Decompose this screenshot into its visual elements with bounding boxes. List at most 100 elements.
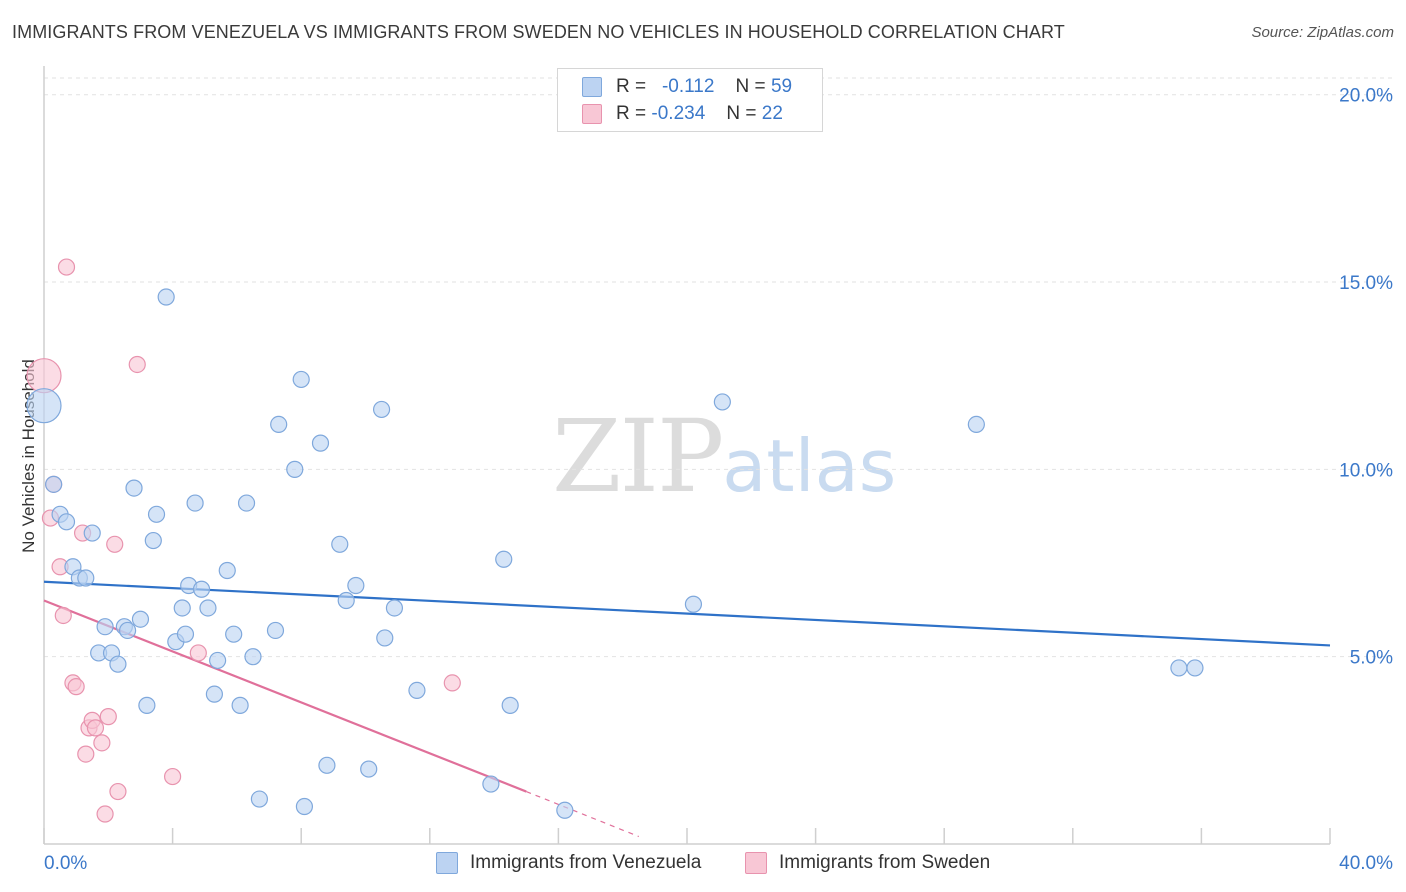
venezuela-point: [192, 580, 211, 598]
venezuela-point: [77, 569, 95, 587]
venezuela-point: [125, 479, 143, 497]
venezuela-point: [347, 576, 365, 595]
sweden-r-label: R =: [616, 103, 647, 124]
y-tick-labels: 5.0% 10.0% 15.0% 20.0%: [1339, 86, 1393, 669]
sweden-n-value: 22: [761, 103, 783, 124]
sweden-point: [106, 535, 124, 553]
sweden-point: [57, 258, 76, 276]
legend-item-venezuela[interactable]: Immigrants from Venezuela: [436, 852, 701, 874]
venezuela-point: [292, 370, 310, 389]
venezuela-point: [96, 618, 114, 636]
venezuela-point: [286, 460, 304, 478]
venezuela-n-label: N =: [735, 76, 766, 97]
venezuela-point: [131, 610, 150, 628]
y-tick-label: 15.0%: [1339, 273, 1393, 294]
venezuela-point: [1186, 659, 1204, 677]
legend-label-venezuela: Immigrants from Venezuela: [470, 852, 702, 873]
venezuela-point: [186, 494, 204, 512]
venezuela-point: [1170, 659, 1188, 677]
venezuela-point: [495, 550, 513, 568]
sweden-point: [77, 745, 95, 763]
venezuela-point: [144, 531, 162, 550]
venezuela-point: [138, 696, 156, 714]
venezuela-point: [501, 696, 519, 714]
venezuela-point: [372, 400, 391, 419]
venezuela-legend-swatch: [436, 852, 458, 874]
venezuela-point: [337, 591, 355, 610]
sweden-trend-extension: [526, 790, 639, 838]
venezuela-r-value: -0.112: [661, 76, 715, 97]
watermark-atlas: atlas: [722, 424, 897, 508]
venezuela-point: [237, 494, 256, 512]
data-points: [26, 258, 1204, 823]
venezuela-point: [713, 393, 731, 411]
series-legend: Immigrants from Venezuela Immigrants fro…: [0, 852, 1406, 878]
venezuela-point: [57, 513, 76, 531]
sweden-point: [443, 674, 461, 692]
venezuela-point: [408, 681, 426, 700]
x-tick-label-max: 40.0%: [1339, 853, 1393, 874]
y-tick-label: 10.0%: [1339, 460, 1393, 481]
venezuela-point: [109, 655, 127, 673]
venezuela-n-value: 59: [770, 76, 793, 97]
venezuela-point: [266, 621, 285, 640]
axis-layer: [43, 66, 1331, 845]
venezuela-point: [147, 505, 166, 523]
x-tick-labels: 0.0% 40.0%: [44, 853, 1393, 874]
venezuela-point: [482, 775, 500, 793]
venezuela-point: [199, 599, 217, 617]
sweden-point: [128, 355, 146, 374]
venezuela-point: [157, 288, 175, 306]
venezuela-point: [360, 760, 378, 778]
venezuela-point: [209, 651, 227, 670]
venezuela-point: [318, 756, 336, 774]
stats-legend: R = -0.112 N = 59 R = -0.234 N = 22: [557, 68, 823, 132]
venezuela-point: [45, 475, 63, 493]
venezuela-point: [385, 599, 404, 617]
sweden-legend-swatch: [745, 852, 767, 874]
venezuela-point: [218, 561, 236, 580]
venezuela-point: [967, 415, 985, 434]
venezuela-trend-line: [43, 580, 1331, 647]
sweden-swatch: [582, 104, 602, 124]
sweden-point: [86, 719, 105, 737]
sweden-point: [54, 606, 72, 625]
legend-item-sweden[interactable]: Immigrants from Sweden: [745, 852, 990, 874]
sweden-n-label: N =: [726, 103, 757, 124]
y-tick-label: 5.0%: [1350, 648, 1393, 669]
venezuela-point: [311, 434, 330, 452]
sweden-point: [96, 805, 114, 823]
venezuela-point: [176, 625, 195, 643]
watermark-zip: ZIP: [552, 398, 724, 515]
venezuela-point: [270, 415, 288, 434]
venezuela-r-label: R =: [616, 76, 647, 97]
venezuela-point: [331, 535, 349, 553]
venezuela-point: [26, 388, 62, 424]
venezuela-point: [225, 625, 243, 643]
venezuela-point: [173, 599, 191, 617]
grid-layer: [44, 77, 1392, 658]
legend-label-sweden: Immigrants from Sweden: [779, 852, 991, 873]
venezuela-point: [295, 797, 314, 816]
legend-row-sweden: R = -0.234 N = 22: [582, 102, 783, 126]
venezuela-point: [118, 621, 137, 640]
sweden-point: [109, 782, 127, 801]
venezuela-point: [376, 629, 394, 647]
venezuela-point: [250, 790, 269, 808]
venezuela-point: [83, 524, 101, 542]
sweden-r-value: -0.234: [651, 103, 706, 124]
watermark: ZIPatlas: [552, 398, 896, 515]
sweden-point: [67, 678, 85, 696]
source-label: Source: ZipAtlas.com: [1251, 24, 1394, 41]
sweden-point: [164, 767, 182, 786]
chart-title: IMMIGRANTS FROM VENEZUELA VS IMMIGRANTS …: [12, 22, 1065, 42]
sweden-point: [26, 358, 62, 394]
venezuela-point: [244, 648, 262, 666]
venezuela-point: [556, 801, 574, 819]
venezuela-point: [684, 595, 703, 613]
venezuela-swatch: [582, 77, 602, 97]
sweden-point: [93, 734, 111, 752]
venezuela-point: [231, 696, 249, 714]
x-tick-label-min: 0.0%: [44, 853, 87, 874]
